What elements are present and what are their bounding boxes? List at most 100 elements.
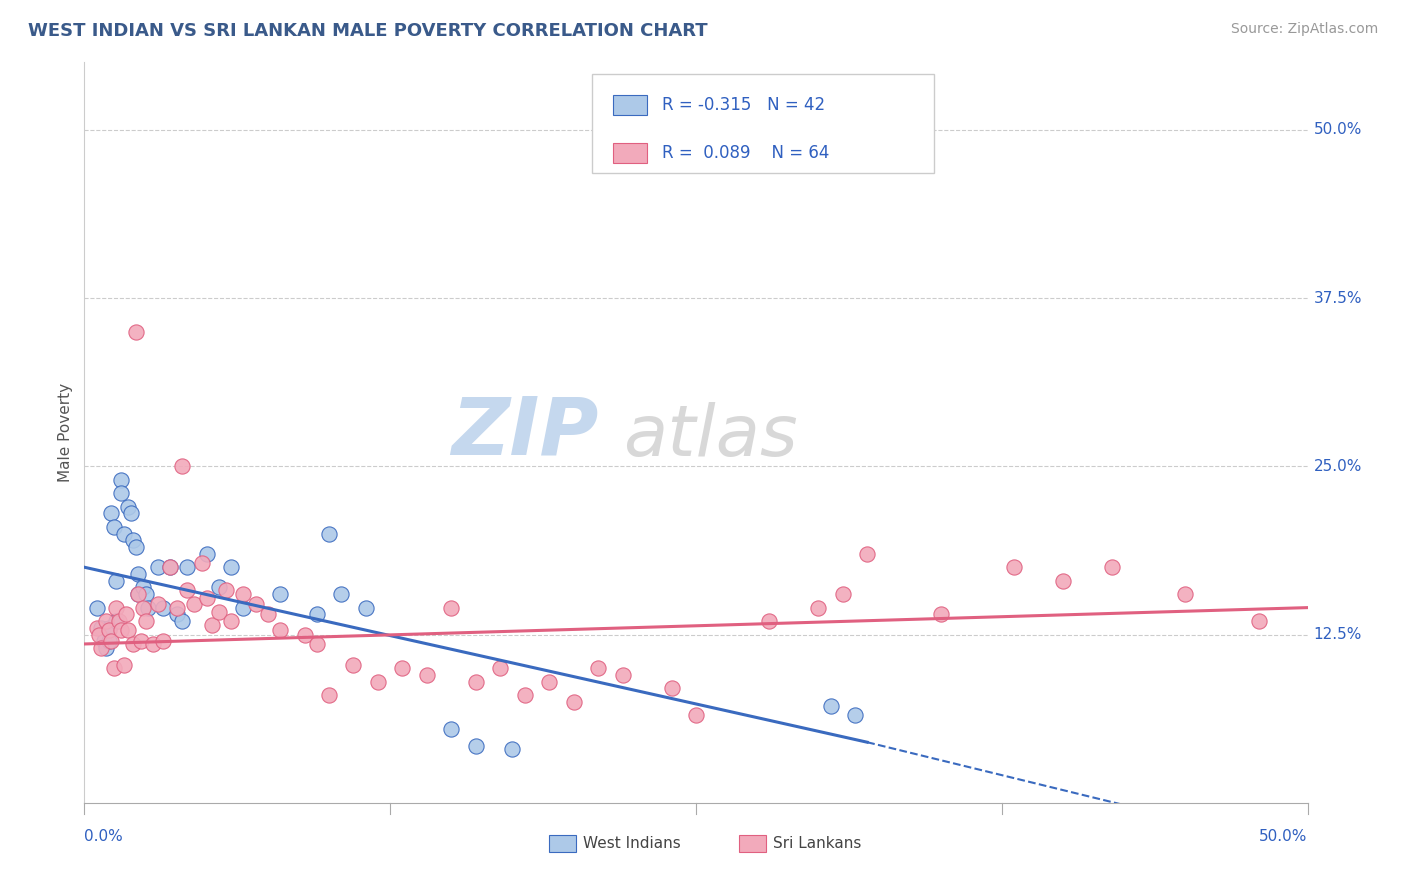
Point [122, 637, 145, 651]
Point [232, 600, 254, 615]
Point [127, 587, 149, 601]
Point [105, 600, 128, 615]
Point [502, 742, 524, 756]
Point [96, 614, 118, 628]
Text: Source: ZipAtlas.com: Source: ZipAtlas.com [1230, 22, 1378, 37]
Point [97, 624, 120, 638]
Point [117, 624, 139, 638]
Point [105, 574, 128, 588]
Point [195, 547, 218, 561]
Point [172, 614, 194, 628]
Text: R = -0.315   N = 42: R = -0.315 N = 42 [662, 96, 825, 114]
Point [685, 708, 707, 723]
FancyBboxPatch shape [592, 73, 935, 173]
Point [245, 597, 267, 611]
Point [661, 681, 683, 696]
Point [929, 607, 952, 622]
Point [612, 668, 634, 682]
Point [367, 674, 389, 689]
Point [330, 587, 353, 601]
Bar [613, 143, 647, 163]
Text: atlas: atlas [623, 401, 797, 471]
Point [100, 634, 122, 648]
Point [176, 583, 198, 598]
Text: 12.5%: 12.5% [1313, 627, 1362, 642]
Point [159, 560, 181, 574]
Point [146, 597, 169, 611]
Point [807, 600, 830, 615]
Bar [550, 835, 576, 853]
Point [464, 739, 486, 754]
Text: 25.0%: 25.0% [1313, 458, 1362, 474]
Point [562, 695, 585, 709]
Point [93, 634, 115, 648]
Point [132, 581, 155, 595]
Point [219, 614, 242, 628]
Point [305, 607, 328, 622]
Point [90, 621, 112, 635]
Point [440, 722, 463, 736]
Point [107, 614, 129, 628]
Point [464, 674, 486, 689]
Text: 37.5%: 37.5% [1313, 291, 1362, 305]
Point [112, 658, 135, 673]
Text: 0.0%: 0.0% [84, 829, 124, 844]
Point [110, 473, 132, 487]
Point [219, 560, 242, 574]
Point [96, 640, 118, 655]
Point [183, 597, 205, 611]
Point [195, 591, 218, 606]
Point [416, 668, 439, 682]
Text: WEST INDIAN VS SRI LANKAN MALE POVERTY CORRELATION CHART: WEST INDIAN VS SRI LANKAN MALE POVERTY C… [28, 22, 707, 40]
Point [125, 325, 148, 339]
Point [305, 637, 328, 651]
Point [97, 621, 120, 635]
Point [132, 600, 155, 615]
Point [391, 661, 413, 675]
Point [166, 600, 188, 615]
Point [122, 533, 145, 548]
Point [129, 634, 152, 648]
Point [269, 624, 291, 638]
Point [1101, 560, 1123, 574]
Point [354, 600, 377, 615]
Point [135, 614, 157, 628]
Point [120, 507, 142, 521]
Text: 50.0%: 50.0% [1260, 829, 1308, 844]
Text: ZIP: ZIP [451, 393, 598, 472]
Bar [738, 835, 766, 853]
Point [103, 661, 125, 675]
Point [172, 459, 194, 474]
Point [115, 607, 138, 622]
Point [820, 698, 842, 713]
Point [105, 614, 128, 628]
Text: West Indians: West Indians [583, 836, 681, 851]
Point [110, 624, 132, 638]
Point [489, 661, 512, 675]
Point [87, 627, 110, 641]
Point [208, 581, 231, 595]
Point [191, 556, 214, 570]
Text: Sri Lankans: Sri Lankans [773, 836, 862, 851]
Point [208, 605, 231, 619]
Point [269, 587, 291, 601]
Point [440, 600, 463, 615]
Point [844, 708, 866, 723]
Point [200, 618, 222, 632]
Point [135, 587, 157, 601]
Point [127, 587, 149, 601]
Point [831, 587, 853, 601]
Point [100, 507, 122, 521]
Point [146, 560, 169, 574]
Point [142, 637, 165, 651]
Point [166, 607, 188, 622]
Point [342, 658, 364, 673]
Point [318, 688, 340, 702]
Point [136, 600, 159, 615]
Point [112, 526, 135, 541]
Point [758, 614, 780, 628]
Point [1002, 560, 1025, 574]
Point [125, 540, 148, 554]
Point [1052, 574, 1074, 588]
Point [257, 607, 280, 622]
